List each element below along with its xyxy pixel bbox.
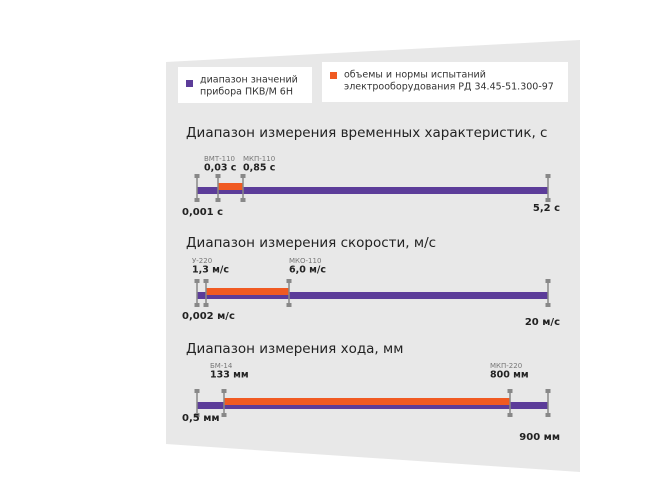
tick-cap xyxy=(194,279,200,283)
marker-value: 0,03 с xyxy=(204,163,236,174)
legend-box xyxy=(178,67,312,103)
tick-cap xyxy=(240,174,246,178)
legend-swatch xyxy=(330,72,337,79)
marker-name: У-220 xyxy=(192,257,212,265)
marker-name: БМ-14 xyxy=(210,362,233,370)
marker-value: 133 мм xyxy=(210,370,249,381)
range-bar xyxy=(197,292,548,299)
tick-cap xyxy=(545,198,551,202)
range-end: 20 м/с xyxy=(525,317,560,328)
tick-cap xyxy=(194,174,200,178)
tick-cap xyxy=(545,303,551,307)
section-title: Диапазон измерения временных характерист… xyxy=(186,125,547,141)
tick-cap xyxy=(286,303,292,307)
range-start: 0,002 м/с xyxy=(182,311,235,322)
tick-cap xyxy=(194,389,200,393)
legend-text: прибора ПКВ/М 6Н xyxy=(200,87,293,98)
tick-cap xyxy=(203,303,209,307)
range-start: 0,5 мм xyxy=(182,413,220,424)
tick-cap xyxy=(286,279,292,283)
tick-cap xyxy=(507,413,513,417)
legend-text: электрооборудования РД 34.45-51.300-97 xyxy=(344,82,554,93)
marker-name: МКО-110 xyxy=(289,257,321,265)
marker-name: ВМТ-110 xyxy=(204,155,235,163)
tick-cap xyxy=(545,279,551,283)
tick-cap xyxy=(215,174,221,178)
marker-name: МКП-110 xyxy=(243,155,275,163)
legend-box xyxy=(322,62,568,102)
tick-cap xyxy=(203,279,209,283)
range-end: 5,2 с xyxy=(533,203,560,214)
tick-cap xyxy=(194,198,200,202)
norm-bar xyxy=(224,398,510,405)
range-bar xyxy=(197,187,548,194)
tick-cap xyxy=(240,198,246,202)
marker-name: МКП-220 xyxy=(490,362,522,370)
marker-value: 800 мм xyxy=(490,370,529,381)
section-title: Диапазон измерения скорости, м/с xyxy=(186,235,436,251)
marker-value: 0,85 с xyxy=(243,163,275,174)
tick-cap xyxy=(194,303,200,307)
panel xyxy=(166,40,580,472)
marker-value: 6,0 м/с xyxy=(289,265,326,276)
legend-text: диапазон значений xyxy=(200,75,298,86)
tick-cap xyxy=(507,389,513,393)
tick-cap xyxy=(545,174,551,178)
range-start: 0,001 с xyxy=(182,207,223,218)
range-bar xyxy=(197,402,548,409)
tick-cap xyxy=(221,413,227,417)
tick-cap xyxy=(221,389,227,393)
legend-swatch xyxy=(186,80,193,87)
tick-cap xyxy=(194,413,200,417)
marker-value: 1,3 м/с xyxy=(192,265,229,276)
tick-cap xyxy=(545,389,551,393)
tick-cap xyxy=(215,198,221,202)
range-end: 900 мм xyxy=(519,432,560,443)
legend-text: объемы и нормы испытаний xyxy=(344,70,486,81)
norm-bar xyxy=(206,288,289,295)
norm-bar xyxy=(218,183,243,190)
section-title: Диапазон измерения хода, мм xyxy=(186,341,403,357)
tick-cap xyxy=(545,413,551,417)
